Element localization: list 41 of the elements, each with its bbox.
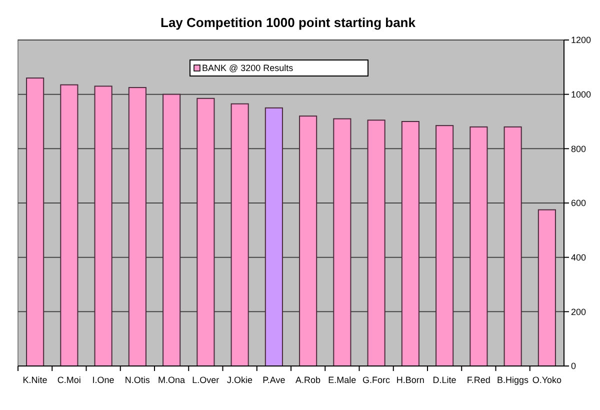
chart-title: Lay Competition 1000 point starting bank	[160, 15, 416, 30]
x-tick-label: B.Higgs	[497, 375, 530, 385]
x-tick-label: L.Over	[192, 375, 220, 385]
bar	[333, 118, 352, 366]
bar	[26, 78, 44, 366]
bar	[401, 121, 420, 366]
bar	[230, 103, 249, 366]
x-tick-label: I.One	[92, 375, 114, 385]
bar	[94, 86, 112, 366]
x-tick-label: F.Red	[466, 375, 490, 385]
x-tick-label: H.Born	[396, 375, 424, 385]
bar	[538, 209, 556, 366]
y-tick-label: 600	[571, 198, 586, 208]
y-tick-label: 400	[571, 252, 586, 262]
x-tick-label: K.Nite	[22, 375, 48, 385]
x-tick-label: C.Moi	[57, 375, 81, 385]
x-tick-label: N.Otis	[124, 375, 150, 385]
x-tick-label: G.Forc	[362, 375, 391, 385]
x-tick-label: A.Rob	[296, 375, 321, 385]
y-tick-label: 200	[571, 306, 586, 317]
x-tick-label: D.Lite	[432, 375, 456, 385]
y-tick-label: 1000	[571, 89, 592, 100]
x-tick-label: J.Okie	[227, 375, 253, 385]
x-tick-label: M.Ona	[158, 375, 186, 385]
bar	[470, 126, 488, 366]
x-tick-label: P.Ave	[262, 375, 286, 385]
x-tick-label: E.Male	[328, 375, 356, 385]
y-tick-label: 0	[571, 361, 576, 372]
y-tick-label: 1200	[571, 35, 592, 46]
bar	[128, 87, 146, 366]
legend-label: BANK @ 3200 Results	[202, 63, 294, 74]
bar	[264, 107, 283, 366]
y-tick-label: 800	[571, 144, 586, 154]
bar	[367, 120, 386, 366]
bar	[60, 84, 78, 366]
bar	[436, 125, 454, 366]
bar	[196, 98, 215, 366]
bar	[299, 116, 318, 366]
x-tick-label: O.Yoko	[532, 375, 562, 385]
bar	[162, 94, 181, 366]
bar	[504, 126, 522, 366]
